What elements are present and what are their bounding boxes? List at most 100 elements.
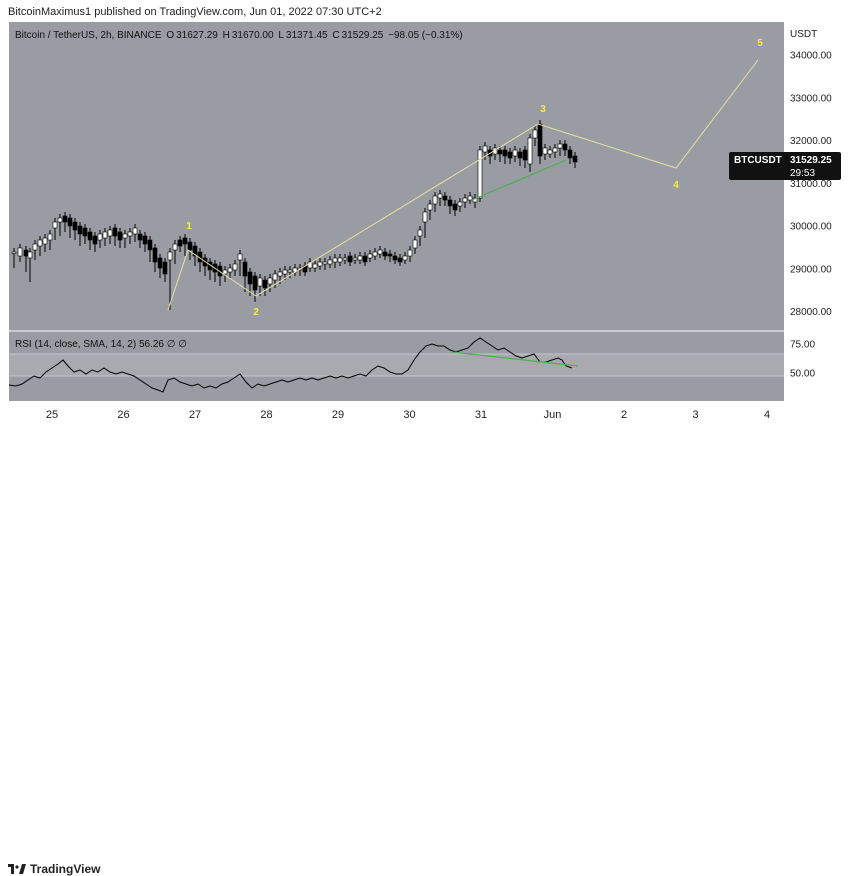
candle-body [422,211,428,223]
candle-body [127,231,133,237]
candle-body [452,203,458,211]
candle-body [47,233,53,241]
wave-label: 5 [757,38,763,49]
candle-body [232,263,238,271]
price-tick-label: 33000.00 [790,93,832,104]
candle-body [532,129,538,139]
candle-body [277,271,283,277]
candle-body [547,149,553,155]
candle-body [82,227,88,237]
wave-label: 3 [540,104,546,115]
candle-body [417,229,423,237]
time-axis[interactable] [9,401,784,428]
time-tick-label: 27 [189,409,201,421]
candle-body [187,241,193,251]
wave-label: 2 [253,307,259,318]
time-tick-label: Jun [544,409,562,421]
candle-body [392,255,398,261]
tradingview-logo[interactable]: TradingView [8,862,100,876]
countdown-label: 29:53 [790,168,815,179]
candle-body [477,149,483,199]
candle-body [42,237,48,245]
candle-body [267,277,273,285]
candle-body [142,235,148,245]
candle-body [252,275,258,291]
chart-area[interactable] [9,22,784,401]
candle-body [437,193,443,199]
candle-body [77,225,83,235]
candle-body [287,269,293,273]
rsi-extra1: ∅ [166,339,176,350]
candle-body [262,279,268,289]
ticker-label: BTCUSDT [734,155,782,166]
candle-body [57,217,63,223]
candle-body [237,253,243,261]
candle-body [412,239,418,249]
candle-body [162,261,168,275]
candle-body [87,231,93,241]
price-tick-label: 29000.00 [790,264,832,275]
candle-body [222,269,228,275]
ohlc-legend: Bitcoin / TetherUS, 2h, BINANCE O 31627.2… [15,30,465,41]
candle-body [327,259,333,265]
candle-body [137,233,143,241]
time-tick-label: 26 [117,409,129,421]
candle-body [152,247,158,263]
candle-body [362,255,368,263]
candle-body [112,227,118,237]
candle-body [107,229,113,237]
brand-label: TradingView [30,862,101,876]
change-value: −98.05 (−0.31%) [388,30,463,41]
candle-body [157,257,163,269]
candle-body [367,253,373,259]
candle-body [482,145,488,153]
candle-body [147,239,153,251]
time-tick-label: 3 [692,409,698,421]
candle-body [67,217,73,227]
candle-body [117,231,123,241]
rsi-tick-label: 50.00 [790,368,815,379]
candle-body [227,267,233,273]
candle-body [567,149,573,159]
time-tick-label: 28 [260,409,272,421]
candle-body [427,203,433,211]
candle-body [552,147,558,153]
time-tick-label: 30 [403,409,415,421]
publisher-text: BitcoinMaximus1 published on TradingView… [8,6,382,18]
rsi-trendline [451,351,579,367]
price-tick-label: 31000.00 [790,179,832,190]
candle-body [247,271,253,285]
price-tick-label: 28000.00 [790,307,832,318]
candle-body [457,201,463,207]
rsi-band [9,354,784,376]
candle-body [402,255,408,261]
candle-body [167,251,173,261]
time-tick-label: 29 [332,409,344,421]
candle-body [502,149,508,157]
candle-body [397,257,403,263]
tradingview-logo-icon [8,864,26,874]
candle-body [357,255,363,261]
symbol-label: Bitcoin / TetherUS, 2h, BINANCE [15,30,162,41]
price-axis[interactable] [784,22,841,401]
rsi-value: 56.26 [138,339,164,350]
price-tick-label: 32000.00 [790,136,832,147]
candle-body [122,233,128,239]
pane-separator [9,330,784,332]
candle-body [27,251,33,259]
current-price-badge[interactable]: BTCUSDT 31529.25 29:53 [729,152,841,180]
candle-body [562,143,568,151]
high-label: H [222,30,230,41]
chart-svg: 28000.00 29000.00 30000.00 31000.00 32000.00… [8,29,841,421]
candle-body [312,263,318,269]
candle-body [332,257,338,263]
candle-body [337,257,343,263]
candle-body [37,239,43,247]
candle-body [382,251,388,257]
high-value: 31670.00 [231,30,274,41]
time-tick-label: 2 [621,409,627,421]
candle-body [372,251,378,257]
candle-body [217,265,223,277]
candle-body [537,123,543,157]
candle-body [17,247,23,257]
